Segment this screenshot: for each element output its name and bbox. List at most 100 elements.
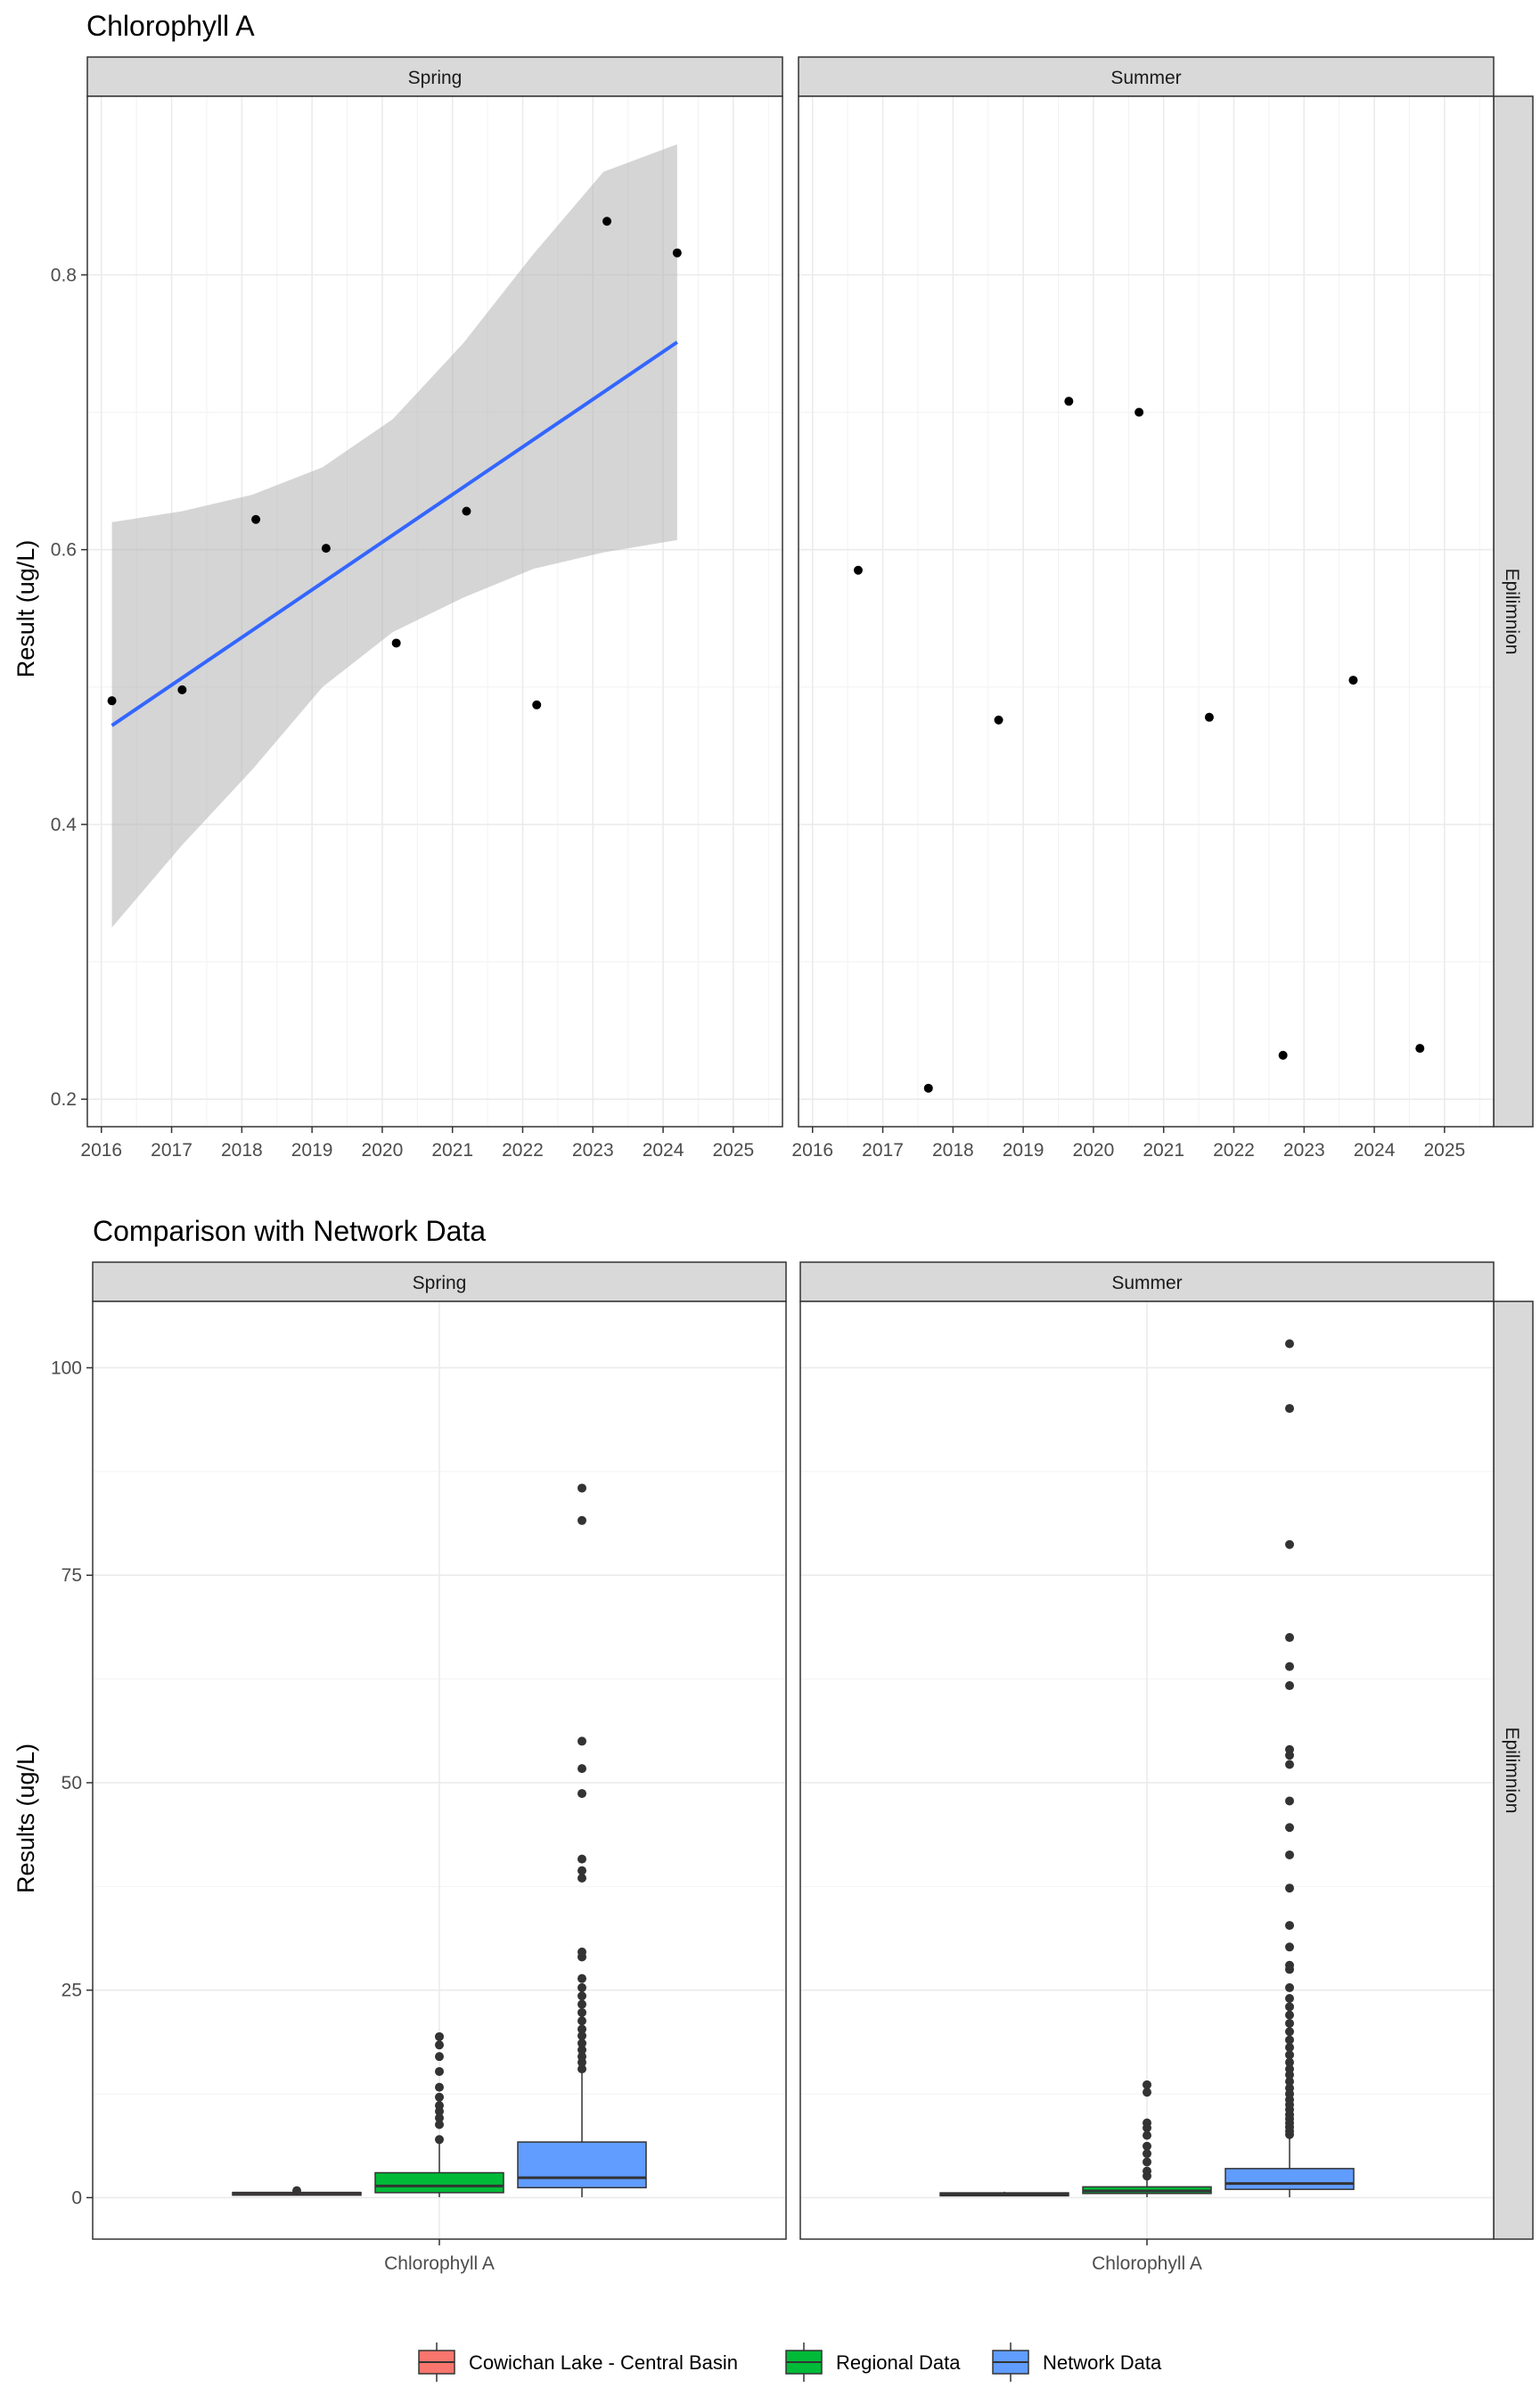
y-tick-label: 25 [61, 1981, 82, 2001]
outlier-point [1285, 2010, 1294, 2020]
data-point [251, 514, 261, 524]
outlier-point [1285, 1994, 1294, 2004]
outlier-point [578, 2045, 586, 2055]
outlier-point [578, 1854, 586, 1864]
x-tick-label: 2020 [362, 1140, 404, 1161]
y-tick-label: 0.6 [51, 540, 77, 561]
outlier-point [1143, 2149, 1151, 2159]
outlier-point [578, 2052, 586, 2062]
outlier-point [1285, 1850, 1294, 1859]
outlier-point [1285, 2018, 1294, 2028]
outlier-point [1285, 1539, 1294, 1549]
data-point [1204, 712, 1214, 722]
x-tick-label: 2021 [1143, 1140, 1184, 1161]
y-tick-label: 0.8 [51, 265, 77, 285]
outlier-point [578, 1982, 586, 1992]
strip-bottom-spring [92, 1261, 787, 1302]
outlier-point [1285, 1942, 1294, 1952]
strip-top-summer [798, 56, 1495, 97]
y-tick-label: 0 [71, 2187, 82, 2208]
panel-background [799, 96, 1494, 1127]
outlier-point [578, 1736, 586, 1746]
outlier-point [578, 2039, 586, 2048]
panel-top-spring: 2016 2017 2018 2019 2020 2021 2022 2023 2024 2025 [80, 95, 783, 1161]
outlier-point [578, 1947, 586, 1957]
outlier-point [1143, 2080, 1151, 2089]
outlier-point [1143, 2166, 1151, 2176]
x-tick-label: 2017 [862, 1140, 904, 1161]
data-point [321, 544, 331, 554]
data-point [923, 1083, 933, 1093]
y-axis-label-top: Result (ug/L) [12, 540, 39, 678]
outlier-point [1285, 1796, 1294, 1806]
strip-right-label-bottom: Epilimnion [1502, 1727, 1522, 1814]
outlier-point [1285, 2002, 1294, 2012]
outlier-point [435, 2066, 444, 2076]
outlier-point [1285, 1921, 1294, 1931]
outlier-point [435, 2082, 444, 2092]
outlier-point [578, 1483, 586, 1493]
legend-label: Network Data [1043, 2351, 1162, 2374]
strip-label-bottom-summer: Summer [1111, 1273, 1182, 1293]
outlier-point [578, 1999, 586, 2009]
outlier-point [435, 2031, 444, 2041]
strip-label-top-summer: Summer [1110, 68, 1181, 88]
outlier-point [435, 2101, 444, 2111]
strip-label-top-spring: Spring [408, 68, 463, 88]
outlier-point [1285, 1823, 1294, 1833]
strip-top-spring [86, 56, 783, 97]
outlier-point [1143, 2130, 1151, 2140]
outlier-point [435, 2092, 444, 2102]
x-tick-label: 2016 [80, 1140, 122, 1161]
outlier-point [578, 1515, 586, 1525]
y-tick-label: 50 [61, 1773, 82, 1793]
x-tick-label: 2019 [1003, 1140, 1044, 1161]
x-tick-label: 2025 [712, 1140, 754, 1161]
outlier-point [578, 1991, 586, 2001]
x-tick-label: 2023 [1283, 1140, 1325, 1161]
outlier-point [578, 1874, 586, 1883]
box-1 [374, 2171, 504, 2194]
outlier-point [1143, 2118, 1151, 2128]
outlier-point [1285, 1760, 1294, 1769]
outlier-point [1285, 2064, 1294, 2074]
data-point [462, 506, 471, 516]
data-point [994, 715, 1003, 725]
x-tick-label: Chlorophyll A [1092, 2253, 1202, 2274]
outlier-point [1285, 1662, 1294, 1671]
x-tick-label: Chlorophyll A [384, 2253, 495, 2274]
strip-label-bottom-spring: Spring [413, 1273, 467, 1293]
outlier-point [1285, 1744, 1294, 1754]
outlier-point [578, 1866, 586, 1875]
outlier-point [1285, 2027, 1294, 2037]
outlier-point [292, 2186, 301, 2195]
outlier-point [578, 2024, 586, 2034]
y-tick-label: 0.4 [51, 815, 78, 835]
strip-right-top [1493, 95, 1534, 1128]
panel-top-summer: 2016 2017 2018 2019 2020 2021 2022 2023 2024 2025 [791, 95, 1495, 1161]
data-point [602, 217, 612, 226]
panel-bottom-summer: Chlorophyll A [799, 1301, 1495, 2274]
outlier-point [578, 2007, 586, 2017]
x-tick-label: 2024 [1354, 1140, 1396, 1161]
chart-title-top: Chlorophyll A [86, 10, 255, 42]
x-tick-label: 2020 [1073, 1140, 1115, 1161]
x-tick-label: 2017 [151, 1140, 192, 1161]
y-axis-bottom: 0 25 50 75 100 [51, 1358, 93, 2208]
outlier-point [1143, 2088, 1151, 2097]
outlier-point [1285, 2077, 1294, 2087]
data-point [853, 565, 863, 575]
outlier-point [1285, 2083, 1294, 2093]
outlier-point [435, 2052, 444, 2062]
outlier-point [1285, 1633, 1294, 1643]
outlier-point [1285, 1883, 1294, 1893]
x-tick-label: 2023 [572, 1140, 614, 1161]
x-tick-label: 2025 [1423, 1140, 1465, 1161]
outlier-point [1143, 2141, 1151, 2151]
data-point [1278, 1050, 1288, 1060]
outlier-point [1285, 2050, 1294, 2060]
data-point [532, 700, 542, 710]
outlier-point [1285, 2057, 1294, 2067]
outlier-point [578, 1789, 586, 1799]
